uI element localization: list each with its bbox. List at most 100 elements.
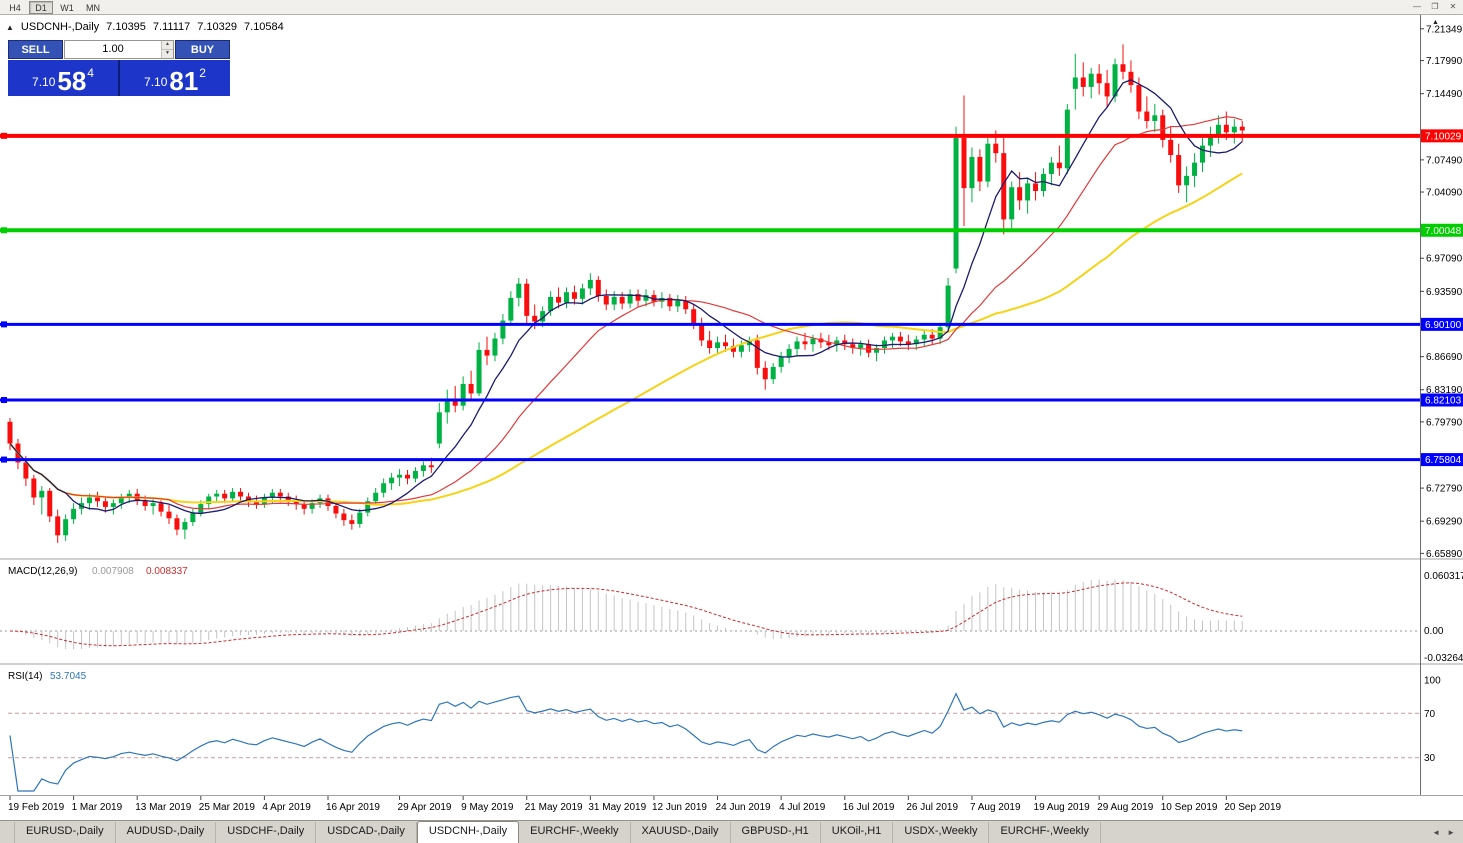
svg-text:24 Jun 2019: 24 Jun 2019 [716,802,771,813]
svg-text:0.008337: 0.008337 [146,566,188,577]
ma-mid-line [9,116,1243,510]
buy-button[interactable]: BUY [175,40,230,59]
svg-text:6.86690: 6.86690 [1426,352,1463,363]
sell-price-sup: 4 [87,66,94,80]
timeframe-toolbar: H4 D1 W1 MN — ❐ ✕ [0,0,1463,15]
svg-text:0.00: 0.00 [1424,626,1444,637]
svg-text:70: 70 [1424,709,1436,720]
svg-text:6.82103: 6.82103 [1425,396,1462,407]
svg-text:25 Mar 2019: 25 Mar 2019 [199,802,256,813]
svg-text:21 May 2019: 21 May 2019 [525,802,583,813]
close-icon[interactable]: ✕ [1449,2,1457,11]
macd-label: MACD(12,26,9) [8,566,77,577]
svg-text:1 Mar 2019: 1 Mar 2019 [72,802,123,813]
svg-text:29 Apr 2019: 29 Apr 2019 [398,802,452,813]
macd-signal-line [9,582,1243,647]
svg-text:20 Sep 2019: 20 Sep 2019 [1224,802,1281,813]
macd-panel: MACD(12,26,9) 0.007908 0.008337 0.060317 0.0… [0,566,1463,664]
svg-text:30: 30 [1424,753,1436,764]
hline-anchor[interactable] [1,321,7,328]
svg-text:7.10029: 7.10029 [1425,131,1462,142]
svg-text:-0.032648: -0.032648 [1424,653,1463,664]
buy-price-big: 81 [169,66,199,96]
chart-tab-bar: EURUSD-,Daily AUDUSD-,Daily USDCHF-,Daily U… [0,820,1463,843]
rsi-line [9,692,1243,792]
hline-price-label [1421,129,1463,143]
ohlc-close: 7.10584 [244,21,284,33]
svg-text:6.90100: 6.90100 [1425,320,1462,331]
tab-scroll-left-icon[interactable]: ◄ [1432,827,1441,837]
chart-tab-XAUUSD-,Daily[interactable]: XAUUSD-,Daily [631,822,731,843]
restore-icon[interactable]: ❐ [1431,2,1439,11]
hline-price-label [1421,223,1463,237]
ohlc-high: 7.11117 [152,21,191,33]
minimize-icon[interactable]: — [1413,2,1421,11]
scale-arrow-icon: ▲ [1432,19,1439,26]
chart-tab-USDCAD-,Daily[interactable]: USDCAD-,Daily [316,822,417,843]
tab-scroll-right-icon[interactable]: ► [1447,827,1455,837]
chart-tab-USDCHF-,Daily[interactable]: USDCHF-,Daily [216,822,317,843]
svg-text:7.14490: 7.14490 [1426,89,1463,100]
svg-text:6.65890: 6.65890 [1426,549,1463,560]
sell-button[interactable]: SELL [8,40,63,59]
svg-text:6.72790: 6.72790 [1426,484,1463,495]
svg-text:26 Jul 2019: 26 Jul 2019 [906,802,958,813]
volume-spinner: ▲ ▼ [161,41,173,58]
svg-text:9 May 2019: 9 May 2019 [461,802,514,813]
ohlc-open: 7.10395 [106,21,146,33]
svg-text:29 Aug 2019: 29 Aug 2019 [1097,802,1154,813]
chart-tab-GBPUSD-,H1[interactable]: GBPUSD-,H1 [731,822,821,843]
candles-layer [7,44,1245,543]
chart-tabs: EURUSD-,Daily AUDUSD-,Daily USDCHF-,Daily U… [14,821,1101,843]
chart-tab-EURUSD-,Daily[interactable]: EURUSD-,Daily [14,822,116,843]
sell-price-display[interactable]: 7.10 58 4 [8,60,118,96]
chart-tab-USDX-,Weekly[interactable]: USDX-,Weekly [893,822,990,843]
hline-anchor[interactable] [1,227,7,234]
price-scale[interactable]: 7.21349 7.17990 7.14490 7.07490 7.04090 6.970… [1420,19,1463,560]
svg-text:0.007908: 0.007908 [92,566,134,577]
symbol-label: USDCNH-,Daily [20,21,100,33]
svg-text:6.93590: 6.93590 [1426,287,1463,298]
svg-text:0.060317: 0.060317 [1424,571,1463,582]
tf-button-mn[interactable]: MN [86,2,100,13]
sell-price-big: 58 [57,66,87,96]
buy-price-display[interactable]: 7.10 81 2 [120,60,230,96]
symbol-info: ▲ USDCNH-,Daily 7.10395 7.11117 7.10329 … [6,21,284,33]
tf-button-d1[interactable]: D1 [29,0,53,14]
svg-text:13 Mar 2019: 13 Mar 2019 [135,802,192,813]
rsi-label: RSI(14) [8,671,42,682]
ma-fast-line [9,79,1243,515]
svg-text:19 Aug 2019: 19 Aug 2019 [1034,802,1091,813]
volume-value[interactable]: 1.00 [102,43,124,55]
sell-price-prefix: 7.10 [32,75,56,89]
svg-text:4 Apr 2019: 4 Apr 2019 [262,802,311,813]
hline-anchor[interactable] [1,132,7,139]
hline-anchor[interactable] [1,456,7,463]
svg-text:7.00048: 7.00048 [1425,226,1462,237]
hline-price-label [1421,453,1463,467]
rsi-panel: RSI(14) 53.7045 100 70 30 [8,671,1441,792]
chart-tab-AUDUSD-,Daily[interactable]: AUDUSD-,Daily [116,822,217,843]
svg-text:7.17990: 7.17990 [1426,56,1463,67]
svg-text:6.83190: 6.83190 [1426,385,1463,396]
volume-down-icon[interactable]: ▼ [162,49,173,58]
svg-text:7.07490: 7.07490 [1426,155,1463,166]
tf-button-w1[interactable]: W1 [60,2,74,13]
hline-anchor[interactable] [1,397,7,404]
chart-tab-USDCNH-,Daily[interactable]: USDCNH-,Daily [416,821,520,843]
chart-tab-UKOil-,H1[interactable]: UKOil-,H1 [821,822,894,843]
chart-tab-EURCHF-,Weekly[interactable]: EURCHF-,Weekly [519,822,631,843]
svg-text:4 Jul 2019: 4 Jul 2019 [779,802,826,813]
volume-input[interactable]: 1.00 ▲ ▼ [64,40,174,59]
svg-text:100: 100 [1424,676,1441,687]
chart-tab-EURCHF-,Weekly[interactable]: EURCHF-,Weekly [989,822,1101,843]
oct-toggle-icon[interactable]: ▲ [6,22,14,32]
svg-text:16 Jul 2019: 16 Jul 2019 [843,802,895,813]
svg-text:7 Aug 2019: 7 Aug 2019 [970,802,1021,813]
buy-price-sup: 2 [199,66,206,80]
volume-up-icon[interactable]: ▲ [162,41,173,49]
time-scale[interactable]: 19 Feb 2019 1 Mar 2019 13 Mar 2019 25 Mar 2… [8,796,1282,813]
tf-button-h4[interactable]: H4 [9,2,21,13]
